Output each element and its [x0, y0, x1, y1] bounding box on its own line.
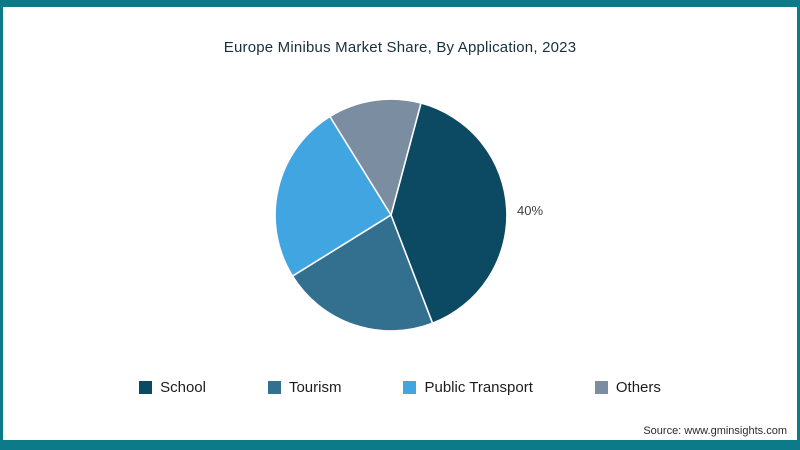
- legend-item-others: Others: [594, 379, 661, 396]
- legend-swatch-school: [139, 381, 153, 394]
- legend-label-tourism: Tourism: [288, 379, 342, 396]
- pie-chart-area: [269, 93, 513, 337]
- legend-item-tourism: Tourism: [267, 379, 342, 396]
- pie-slice-public-transport: [274, 115, 393, 278]
- pie-slice-school: [390, 102, 508, 325]
- legend-label-school: School: [160, 379, 206, 396]
- legend-swatch-tourism: [267, 381, 281, 394]
- legend-item-public-transport: Public Transport: [403, 379, 533, 396]
- legend-item-school: School: [139, 379, 206, 396]
- pie-chart: [274, 98, 508, 332]
- legend-swatch-public-transport: [403, 381, 417, 394]
- legend-label-public-transport: Public Transport: [424, 379, 533, 396]
- legend-label-others: Others: [615, 379, 661, 396]
- chart-title: Europe Minibus Market Share, By Applicat…: [223, 39, 577, 56]
- source-attribution: Source: www.gminsights.com: [643, 425, 787, 437]
- legend: School Tourism Public Transport Others: [3, 379, 797, 396]
- pie-slice-tourism: [291, 213, 434, 332]
- legend-swatch-others: [594, 381, 608, 394]
- pie-slice-others: [328, 98, 422, 217]
- data-label-school: 40%: [517, 203, 544, 218]
